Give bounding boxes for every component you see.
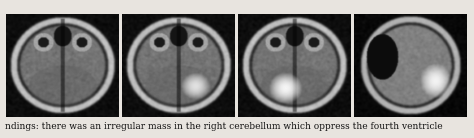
Text: ndings: there was an irregular mass in the right cerebellum which oppress the fo: ndings: there was an irregular mass in t…: [5, 122, 442, 131]
